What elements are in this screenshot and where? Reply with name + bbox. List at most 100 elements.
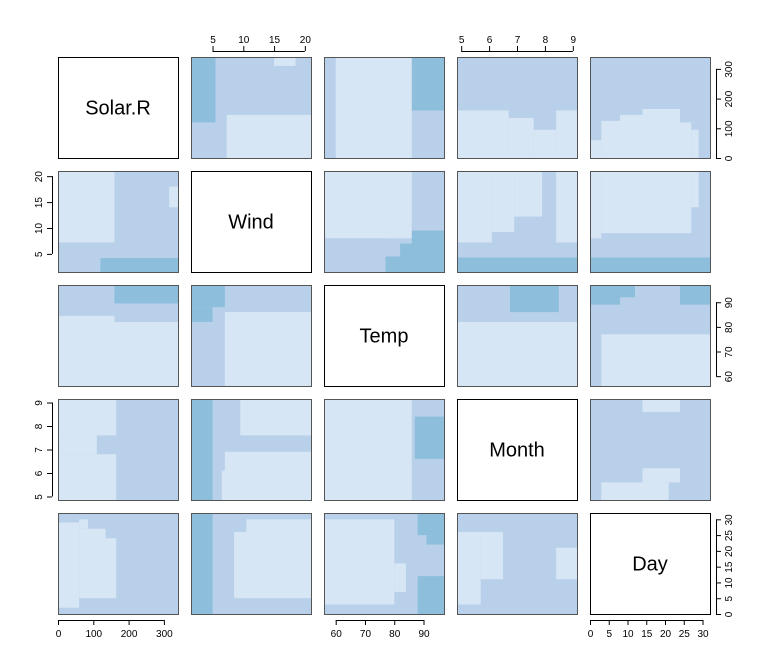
density-region-1 — [457, 171, 492, 243]
density-region-4 — [221, 470, 238, 500]
density-region-2 — [510, 285, 559, 313]
tick-label-month-1: 6 — [34, 470, 45, 476]
tick-label-day-6: 30 — [724, 514, 735, 526]
density-region-3 — [642, 399, 680, 412]
density-region-2 — [414, 416, 444, 459]
panel-border — [191, 285, 312, 387]
density-region-1 — [601, 482, 669, 500]
panel-day-vs-temp — [324, 513, 444, 614]
density-region-2 — [394, 563, 406, 592]
panel-border — [457, 513, 578, 615]
diagonal-panel-wind — [191, 171, 312, 273]
density-region-1 — [457, 531, 481, 605]
tick-label-temp-0: 60 — [331, 629, 343, 640]
density-region-4 — [169, 186, 178, 208]
density-region-4 — [556, 171, 577, 243]
tick-label-temp-3: 90 — [724, 297, 735, 309]
diagonal-panel-temp — [324, 285, 445, 387]
tick-label-wind-3: 20 — [34, 171, 45, 183]
density-region-2 — [58, 435, 97, 455]
tick-label-day-2: 10 — [724, 577, 735, 589]
density-region-3 — [590, 285, 620, 305]
density-region-1 — [191, 513, 213, 614]
panel-border — [590, 399, 711, 501]
density-region-1 — [590, 140, 602, 158]
tick-label-temp-2: 80 — [389, 629, 401, 640]
tick-label-temp-1: 70 — [360, 629, 372, 640]
density-region-3 — [100, 258, 178, 272]
panel-border — [457, 171, 578, 273]
density-region-3 — [324, 57, 336, 158]
density-region-5 — [411, 230, 444, 244]
panel-temp-vs-month — [457, 285, 577, 386]
density-region-3 — [620, 114, 643, 158]
panel-wind-vs-day — [590, 171, 710, 272]
tick-label-month-2: 7 — [34, 447, 45, 453]
panel-solar-r-vs-wind — [191, 57, 311, 158]
density-region-2 — [480, 531, 504, 580]
tick-label-month-1: 6 — [487, 35, 493, 46]
tick-label-month-0: 5 — [459, 35, 465, 46]
tick-label-day-1: 5 — [724, 596, 735, 602]
tick-label-wind-1: 10 — [34, 222, 45, 234]
density-region-1 — [324, 171, 412, 239]
tick-label-day-4: 20 — [660, 629, 672, 640]
tick-label-solar-r-0: 0 — [56, 629, 62, 640]
density-region-3 — [191, 122, 216, 158]
density-region-4 — [274, 57, 296, 66]
panel-border — [457, 285, 578, 387]
panel-wind-vs-month — [457, 171, 577, 272]
tick-label-solar-r-3: 300 — [156, 629, 173, 640]
tick-label-day-4: 20 — [724, 545, 735, 557]
panel-month-vs-temp — [324, 399, 444, 500]
density-region-1 — [58, 454, 117, 500]
tick-label-solar-r-1: 100 — [724, 120, 735, 137]
tick-label-wind-0: 5 — [210, 35, 216, 46]
tick-label-day-3: 15 — [724, 561, 735, 573]
panel-border — [58, 171, 179, 273]
density-region-3 — [385, 256, 444, 272]
tick-label-solar-r-0: 0 — [724, 155, 735, 161]
tick-label-day-1: 5 — [606, 629, 612, 640]
density-region-3 — [514, 171, 543, 217]
panel-border — [324, 57, 445, 159]
tick-label-day-5: 25 — [724, 530, 735, 542]
density-region-3 — [191, 285, 225, 308]
tick-label-day-6: 30 — [697, 629, 709, 640]
panel-temp-vs-day — [590, 285, 710, 386]
density-region-4 — [79, 519, 88, 529]
panel-border — [457, 57, 578, 159]
panels-layer — [58, 57, 711, 615]
density-region-4 — [590, 257, 710, 272]
density-region-4 — [191, 307, 213, 322]
panel-border — [590, 171, 711, 273]
panel-month-vs-day — [590, 399, 710, 500]
tick-label-month-3: 8 — [543, 35, 549, 46]
diagonal-panel-month — [457, 399, 578, 501]
tick-label-month-2: 7 — [515, 35, 521, 46]
panel-solar-r-vs-day — [590, 57, 710, 158]
density-region-3 — [58, 399, 117, 436]
density-region-6 — [324, 604, 412, 614]
density-region-5 — [457, 257, 577, 272]
density-region-3 — [691, 171, 699, 208]
panel-border — [58, 285, 179, 387]
variable-label-temp: Temp — [360, 326, 409, 348]
density-region-2 — [601, 120, 620, 158]
panel-temp-vs-wind — [191, 285, 311, 386]
density-region-1 — [324, 399, 412, 500]
panel-wind-vs-solar-r — [58, 171, 178, 272]
density-region-3 — [105, 538, 117, 599]
density-region-2 — [234, 531, 311, 599]
density-region-5 — [417, 576, 444, 614]
variable-labels-layer: Solar.R Wind Temp Month Day — [85, 98, 668, 576]
tick-label-temp-2: 80 — [724, 321, 735, 333]
density-region-3 — [556, 547, 577, 580]
density-region-3 — [533, 129, 557, 158]
panel-border — [590, 57, 711, 159]
density-region-3 — [240, 399, 311, 436]
density-region-3 — [114, 285, 178, 304]
density-region-4 — [556, 110, 577, 158]
tick-label-day-2: 10 — [622, 629, 634, 640]
